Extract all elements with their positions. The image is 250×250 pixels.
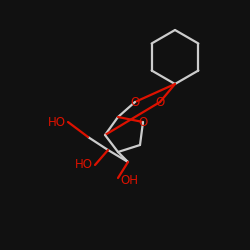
Text: O: O xyxy=(138,116,147,128)
Text: HO: HO xyxy=(75,158,93,170)
Text: O: O xyxy=(156,96,164,108)
Text: OH: OH xyxy=(120,174,138,186)
Text: O: O xyxy=(130,96,140,108)
Text: HO: HO xyxy=(48,116,66,128)
